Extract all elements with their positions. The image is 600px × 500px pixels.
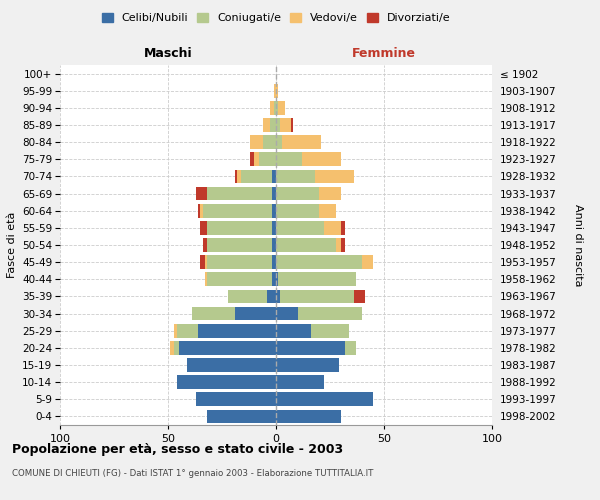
Text: Maschi: Maschi <box>143 47 193 60</box>
Bar <box>278 101 284 114</box>
Bar <box>272 186 276 200</box>
Bar <box>175 324 176 338</box>
Bar <box>272 256 276 269</box>
Bar <box>198 204 200 218</box>
Bar <box>207 410 276 424</box>
Bar <box>291 118 293 132</box>
Bar <box>196 186 207 200</box>
Bar <box>311 324 349 338</box>
Bar <box>241 170 272 183</box>
Bar <box>278 272 356 286</box>
Bar <box>323 221 341 234</box>
Bar <box>274 84 276 98</box>
Bar <box>254 152 259 166</box>
Bar <box>272 272 276 286</box>
Bar <box>272 238 276 252</box>
Bar <box>276 410 341 424</box>
Bar <box>341 238 345 252</box>
Bar <box>276 204 319 218</box>
Bar <box>276 238 337 252</box>
Bar <box>337 238 341 252</box>
Bar <box>283 136 322 149</box>
Bar <box>276 84 278 98</box>
Bar <box>276 392 373 406</box>
Bar <box>280 290 354 304</box>
Bar <box>276 324 311 338</box>
Bar <box>298 306 362 320</box>
Text: COMUNE DI CHIEUTI (FG) - Dati ISTAT 1° gennaio 2003 - Elaborazione TUTTITALIA.IT: COMUNE DI CHIEUTI (FG) - Dati ISTAT 1° g… <box>12 469 373 478</box>
Bar <box>276 186 319 200</box>
Bar <box>319 204 337 218</box>
Y-axis label: Fasce di età: Fasce di età <box>7 212 17 278</box>
Bar <box>280 118 291 132</box>
Text: Maschi: Maschi <box>0 499 1 500</box>
Bar <box>250 136 263 149</box>
Bar <box>276 306 298 320</box>
Bar <box>235 170 237 183</box>
Bar <box>263 118 269 132</box>
Bar <box>272 204 276 218</box>
Bar <box>272 221 276 234</box>
Bar <box>207 256 272 269</box>
Bar <box>198 324 276 338</box>
Bar <box>196 392 276 406</box>
Bar <box>170 341 175 354</box>
Bar <box>302 152 341 166</box>
Legend: Celibi/Nubili, Coniugati/e, Vedovi/e, Divorziati/e: Celibi/Nubili, Coniugati/e, Vedovi/e, Di… <box>100 10 452 26</box>
Bar <box>187 358 276 372</box>
Bar <box>207 221 272 234</box>
Bar <box>200 256 205 269</box>
Bar <box>237 170 241 183</box>
Bar <box>229 290 268 304</box>
Bar <box>276 152 302 166</box>
Bar <box>276 272 278 286</box>
Bar <box>263 136 276 149</box>
Bar <box>276 290 280 304</box>
Bar <box>175 341 179 354</box>
Bar <box>200 204 203 218</box>
Bar <box>276 221 323 234</box>
Bar <box>276 136 283 149</box>
Bar <box>268 290 276 304</box>
Bar <box>319 186 341 200</box>
Bar <box>250 152 254 166</box>
Text: Popolazione per età, sesso e stato civile - 2003: Popolazione per età, sesso e stato civil… <box>12 442 343 456</box>
Bar <box>207 238 272 252</box>
Bar <box>341 221 345 234</box>
Bar <box>276 118 280 132</box>
Bar <box>272 170 276 183</box>
Bar <box>259 152 276 166</box>
Bar <box>269 101 274 114</box>
Bar <box>276 256 362 269</box>
Bar <box>362 256 373 269</box>
Bar <box>192 306 235 320</box>
Bar <box>207 186 272 200</box>
Bar <box>200 221 207 234</box>
Bar <box>276 341 345 354</box>
Text: Femmine: Femmine <box>352 47 416 60</box>
Bar <box>203 204 272 218</box>
Bar <box>176 324 198 338</box>
Bar <box>176 376 276 389</box>
Bar <box>269 118 276 132</box>
Bar <box>315 170 354 183</box>
Y-axis label: Anni di nascita: Anni di nascita <box>573 204 583 286</box>
Bar <box>205 256 207 269</box>
Bar <box>179 341 276 354</box>
Bar <box>235 306 276 320</box>
Bar <box>276 170 315 183</box>
Bar <box>274 101 276 114</box>
Bar <box>205 272 207 286</box>
Bar <box>276 101 278 114</box>
Bar <box>276 376 323 389</box>
Bar <box>345 341 356 354</box>
Bar <box>203 238 207 252</box>
Text: Femmine: Femmine <box>0 499 1 500</box>
Bar <box>207 272 272 286</box>
Bar <box>354 290 365 304</box>
Bar <box>276 358 338 372</box>
